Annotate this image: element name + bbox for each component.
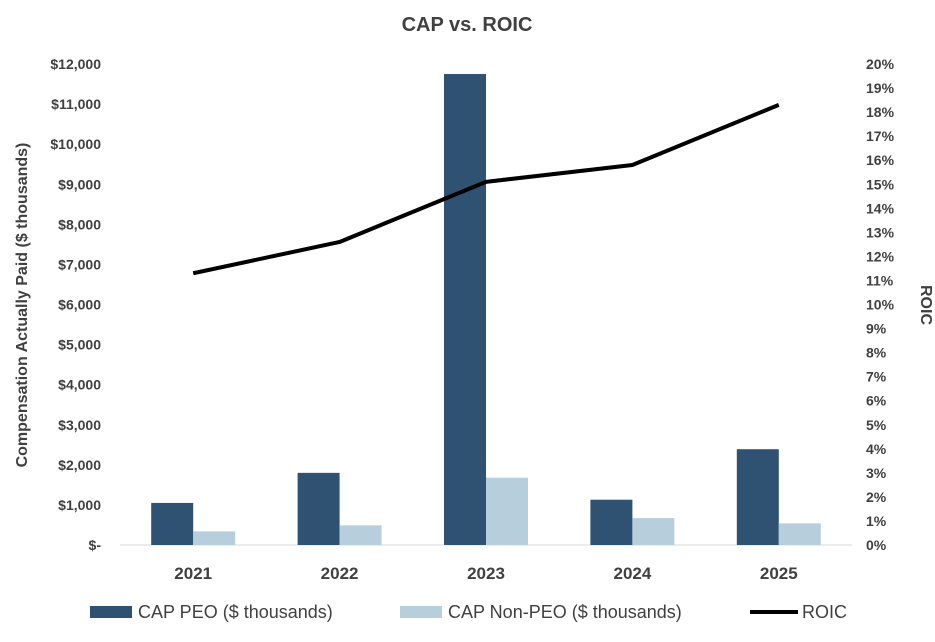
right-tick-label: 2% [866,489,887,505]
right-tick-label: 0% [866,537,887,553]
right-tick-label: 9% [866,321,887,337]
bar-cap-non-peo-2024 [632,518,675,545]
right-tick-label: 7% [866,369,887,385]
left-tick-label: $- [89,537,102,553]
category-label: 2024 [613,564,651,583]
right-tick-label: 19% [866,80,895,96]
category-label: 2025 [760,564,798,583]
left-tick-label: $3,000 [58,417,101,433]
right-tick-label: 16% [866,152,895,168]
left-tick-label: $2,000 [58,457,101,473]
bar-cap-non-peo-2021 [193,531,236,545]
right-tick-label: 15% [866,176,895,192]
right-axis-label: ROIC [917,285,934,325]
bar-cap-peo-2022 [297,472,340,545]
left-tick-label: $5,000 [58,337,101,353]
left-tick-label: $8,000 [58,216,101,232]
right-tick-label: 17% [866,128,895,144]
left-axis-label: Compensation Actually Paid ($ thousands) [14,143,31,468]
legend: CAP PEO ($ thousands) CAP Non-PEO ($ thou… [90,602,847,622]
category-label: 2021 [174,564,212,583]
left-axis-ticks: $- $1,000 $2,000 $3,000 $4,000 $5,000 $6,000 $7… [50,56,101,553]
right-tick-label: 11% [866,272,894,288]
legend-swatch [90,606,132,618]
legend-swatch [400,606,442,618]
left-tick-label: $11,000 [51,96,101,112]
right-axis-ticks: 0% 1% 2% 3% 4% 5% 6% 7% 8% 9% 10% 11% 12% 13% 14% 15% 16… [866,56,895,553]
roic-line-group [192,103,780,276]
right-tick-label: 12% [866,248,895,264]
bar-cap-peo-2023 [444,74,486,545]
right-tick-label: 20% [866,56,895,72]
right-tick-label: 10% [866,297,895,313]
left-tick-label: $6,000 [58,297,101,313]
right-tick-label: 1% [866,513,887,529]
left-tick-label: $1,000 [58,497,101,513]
left-tick-label: $9,000 [58,176,101,192]
right-tick-label: 6% [866,393,887,409]
right-tick-label: 13% [866,224,895,240]
left-tick-label: $10,000 [50,136,101,152]
right-tick-label: 4% [866,441,887,457]
right-tick-label: 5% [866,417,887,433]
bars-group [151,74,821,545]
bar-cap-peo-2025 [736,449,779,545]
bar-cap-peo-2024 [590,499,633,545]
right-tick-label: 3% [866,465,887,481]
category-label: 2023 [467,564,505,583]
legend-label: CAP PEO ($ thousands) [138,602,333,622]
chart-title: CAP vs. ROIC [402,14,533,36]
category-label: 2022 [321,564,359,583]
left-tick-label: $4,000 [58,377,101,393]
bar-cap-non-peo-2023 [486,477,528,545]
left-tick-label: $7,000 [58,256,101,272]
bar-cap-non-peo-2022 [339,525,382,545]
right-tick-label: 14% [866,200,895,216]
right-tick-label: 8% [866,345,887,361]
left-tick-label: $12,000 [50,56,101,72]
category-labels: 2021 2022 2023 2024 2025 [174,564,797,583]
bar-cap-non-peo-2025 [778,523,821,545]
legend-label: ROIC [802,602,847,622]
right-tick-label: 18% [866,104,895,120]
bar-cap-peo-2021 [151,502,194,545]
legend-label: CAP Non-PEO ($ thousands) [448,602,682,622]
